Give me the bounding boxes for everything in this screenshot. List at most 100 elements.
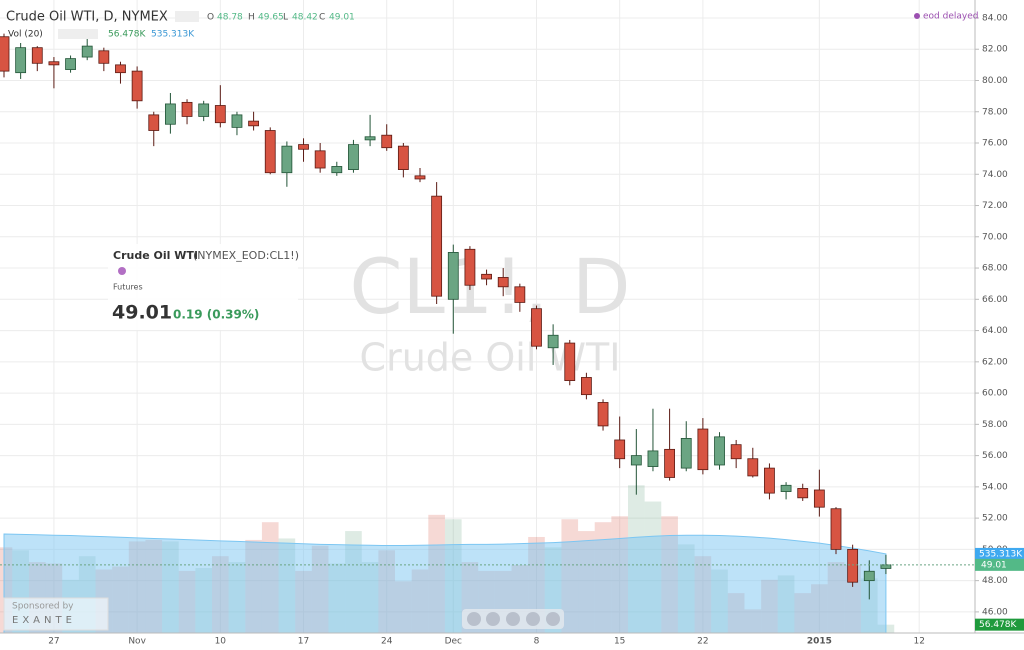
candle-body (98, 50, 110, 64)
y-tick-label: 54.00 (982, 482, 1008, 492)
y-tick-label: 70.00 (982, 232, 1008, 242)
y-tick-label: 66.00 (982, 295, 1008, 305)
candle-body (214, 105, 226, 124)
candles (0, 33, 892, 600)
candle-body (164, 103, 176, 125)
candle-body (48, 61, 60, 66)
y-tick-label: 82.00 (982, 45, 1008, 55)
ohlc-label: C (319, 13, 325, 23)
y-tick-label: 56.00 (982, 451, 1008, 461)
candle-body (0, 36, 10, 72)
candle-body (730, 444, 742, 460)
candle-body (880, 564, 892, 569)
y-tick-label: 80.00 (982, 76, 1008, 86)
x-tick-label: 22 (697, 637, 708, 647)
candle-body (414, 175, 426, 180)
candle-body (381, 134, 393, 149)
x-tick-label: 27 (48, 637, 59, 647)
y-tick-label: 78.00 (982, 107, 1008, 117)
candle-body (397, 145, 409, 170)
candle-body (481, 273, 492, 280)
candle-body (497, 277, 509, 288)
candle-body (464, 248, 476, 286)
y-tick-label: 68.00 (982, 264, 1008, 274)
candle-body (630, 455, 642, 466)
sponsor-name: EXANTE (12, 615, 76, 626)
volume-ma-value: 535.313K (151, 30, 195, 40)
zoom-out[interactable] (486, 612, 500, 626)
ohlc-value: 49.65 (258, 13, 284, 23)
y-tick-label: 46.00 (982, 607, 1008, 617)
info-change: 0.19 (0.39%) (173, 308, 259, 322)
y-tick-label: 48.00 (982, 576, 1008, 586)
candle-body (65, 58, 76, 70)
candle-body (31, 47, 43, 64)
info-background (108, 244, 298, 330)
y-tick-label: 52.00 (982, 514, 1008, 524)
status-dot (914, 13, 920, 19)
candle-body (281, 145, 293, 174)
reset[interactable] (506, 612, 520, 626)
candle-body (81, 45, 93, 58)
x-tick-label: 17 (298, 637, 309, 647)
header-buttons[interactable] (175, 11, 199, 22)
watermark-name: Crude Oil WTI (360, 336, 621, 380)
candle-body (780, 484, 792, 492)
watermark: CL1!, D Crude Oil WTI (349, 242, 630, 380)
ohlc-label: H (248, 13, 255, 23)
candle-body (181, 101, 193, 117)
info-icon (118, 267, 126, 275)
nav-left[interactable] (467, 612, 481, 626)
x-tick-label: Nov (128, 637, 146, 647)
candle-body (747, 458, 759, 477)
candle-body (714, 436, 725, 466)
zoom-in[interactable] (526, 612, 540, 626)
chart-title: Crude Oil WTI, D, NYMEX (6, 10, 168, 25)
candle-body (531, 308, 542, 347)
y-tick-label: 64.00 (982, 326, 1008, 336)
candle-body (115, 64, 126, 74)
ohlc-value: 49.01 (329, 13, 355, 23)
nav-controls[interactable] (462, 609, 564, 629)
candle-body (298, 144, 309, 150)
candle-body (697, 428, 709, 471)
candle-body (647, 450, 659, 467)
candle-body (847, 548, 859, 583)
candle-body (581, 377, 592, 396)
x-tick-label: 12 (913, 637, 924, 647)
x-tick-label: Dec (445, 637, 462, 647)
candle-body (764, 467, 775, 494)
header: Crude Oil WTI, D, NYMEX O 48.78 H 49.65 … (6, 10, 978, 40)
sponsor[interactable]: Sponsored by EXANTE (3, 597, 109, 631)
candle-body (813, 489, 825, 508)
candle-body (331, 166, 343, 174)
x-tick-label: 15 (614, 637, 625, 647)
volume-buttons[interactable] (58, 29, 98, 39)
candle-body (547, 334, 559, 349)
ohlc-value: 48.42 (292, 13, 318, 23)
info-symbol: (NYMEX_EOD:CL1!) (193, 249, 299, 262)
candle-body (447, 252, 459, 300)
candle-body (231, 114, 243, 128)
nav-right[interactable] (546, 612, 560, 626)
y-tick-label: 74.00 (982, 170, 1008, 180)
info-kind: Futures (113, 283, 143, 292)
ohlc-value: 48.78 (217, 13, 243, 23)
candle-body (614, 439, 626, 460)
last-price-tag (975, 558, 1024, 571)
volume-ma-tag (975, 547, 1024, 560)
sponsor-label: Sponsored by (12, 602, 74, 612)
candle-body (264, 130, 276, 174)
x-tick-label: 2015 (807, 637, 832, 647)
status: eod delayed (923, 12, 978, 22)
sponsor-box[interactable] (3, 597, 109, 631)
volume-ma-tag-label: 535.313K (979, 549, 1023, 559)
candle-body (198, 103, 210, 117)
y-tick-label: 72.00 (982, 201, 1008, 211)
x-tick-label: 8 (534, 637, 540, 647)
candle-body (830, 508, 842, 550)
candle-body (431, 195, 443, 297)
volume-value: 56.478K (108, 30, 146, 40)
candle-body (248, 120, 260, 127)
